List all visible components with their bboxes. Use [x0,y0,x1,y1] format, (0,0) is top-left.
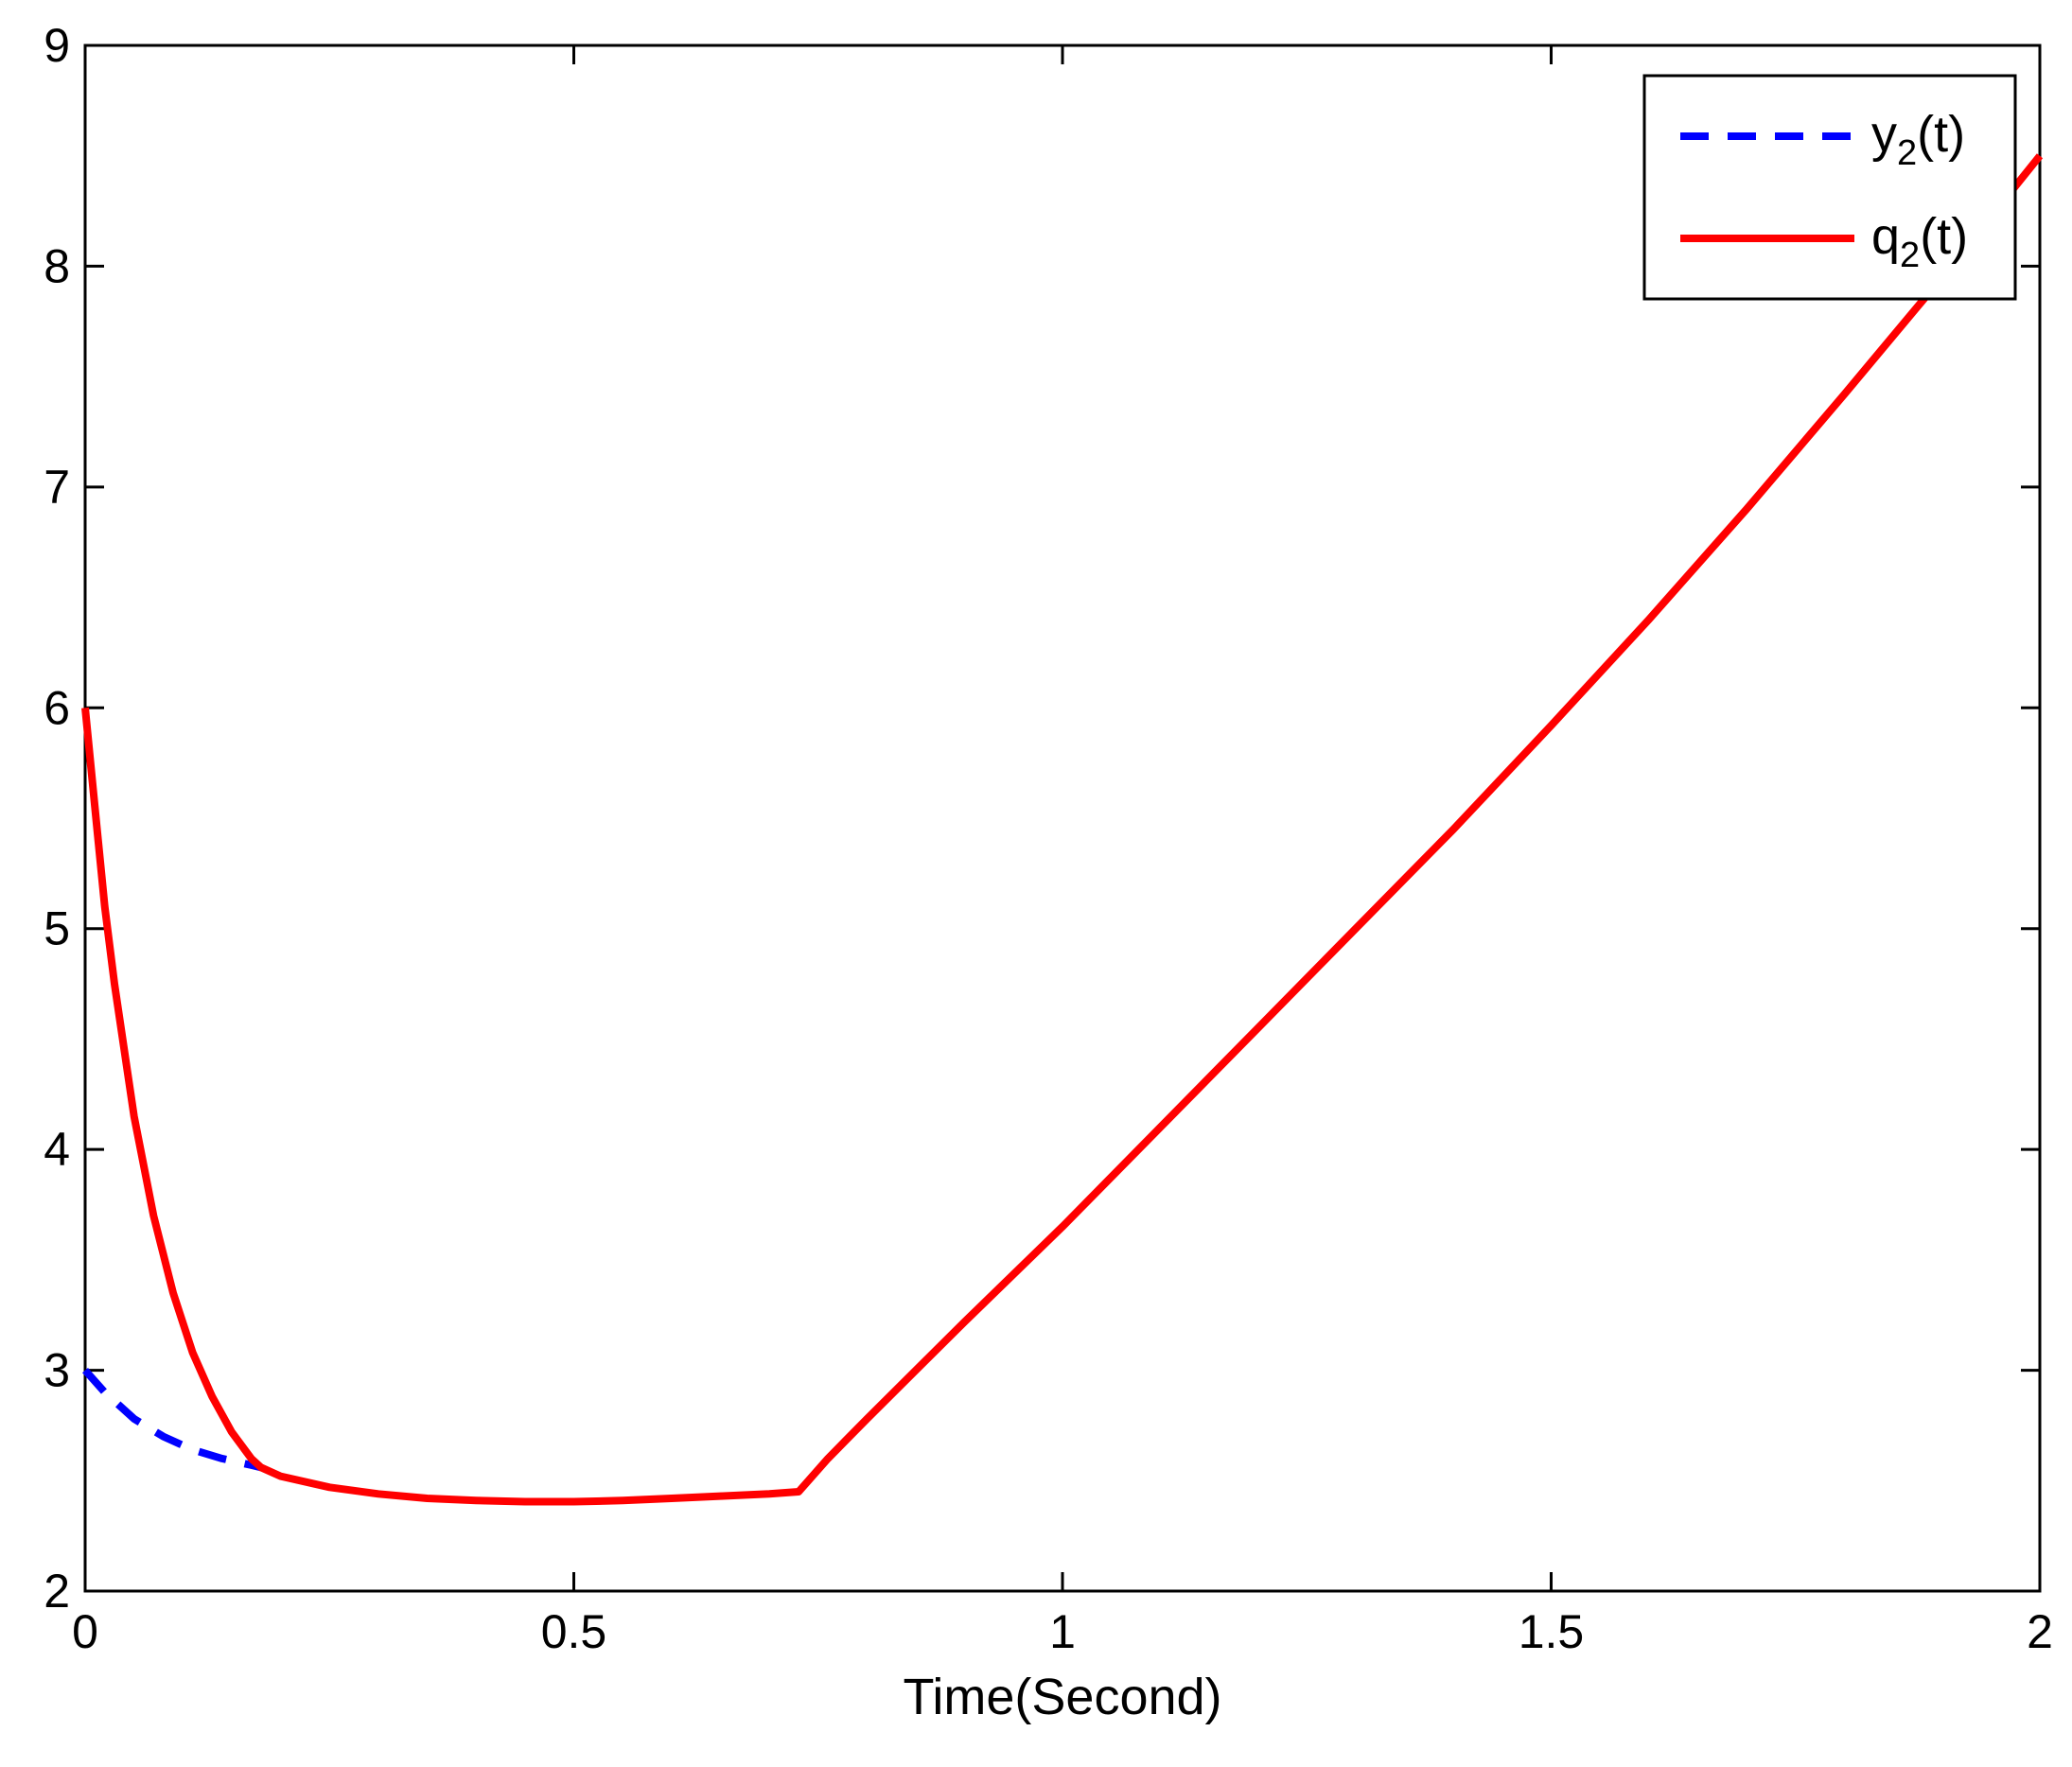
y-tick-label: 2 [44,1565,70,1618]
x-tick-label: 2 [2027,1605,2053,1658]
legend-label-y2: y2(t) [1871,106,1965,173]
tick-labels: 0 0.5 1 1.5 2 2 3 4 5 6 7 8 9 [44,19,2053,1658]
x-tick-label: 1 [1049,1605,1076,1658]
y-tick-label: 8 [44,239,70,292]
y-tick-label: 3 [44,1344,70,1397]
x-tick-label: 1.5 [1519,1605,1585,1658]
legend-box [1642,74,2017,301]
x-tick-label: 0.5 [541,1605,607,1658]
x-axis-label: Time(Second) [903,1669,1221,1725]
axis-ticks [83,44,2042,1593]
y-tick-label: 4 [44,1123,70,1176]
y-tick-label: 9 [44,19,70,72]
y-tick-label: 7 [44,461,70,514]
y-tick-label: 6 [44,681,70,734]
plot-area [83,44,2042,1593]
legend-label-q2: q2(t) [1871,208,1968,275]
y-tick-label: 5 [44,902,70,955]
series-line-y2 [82,1367,262,1472]
x-tick-label: 0 [72,1605,98,1658]
legend: y2(t) q2(t) [1642,74,2017,301]
series-line-q2 [81,153,2044,1506]
series-lines [81,153,2044,1506]
